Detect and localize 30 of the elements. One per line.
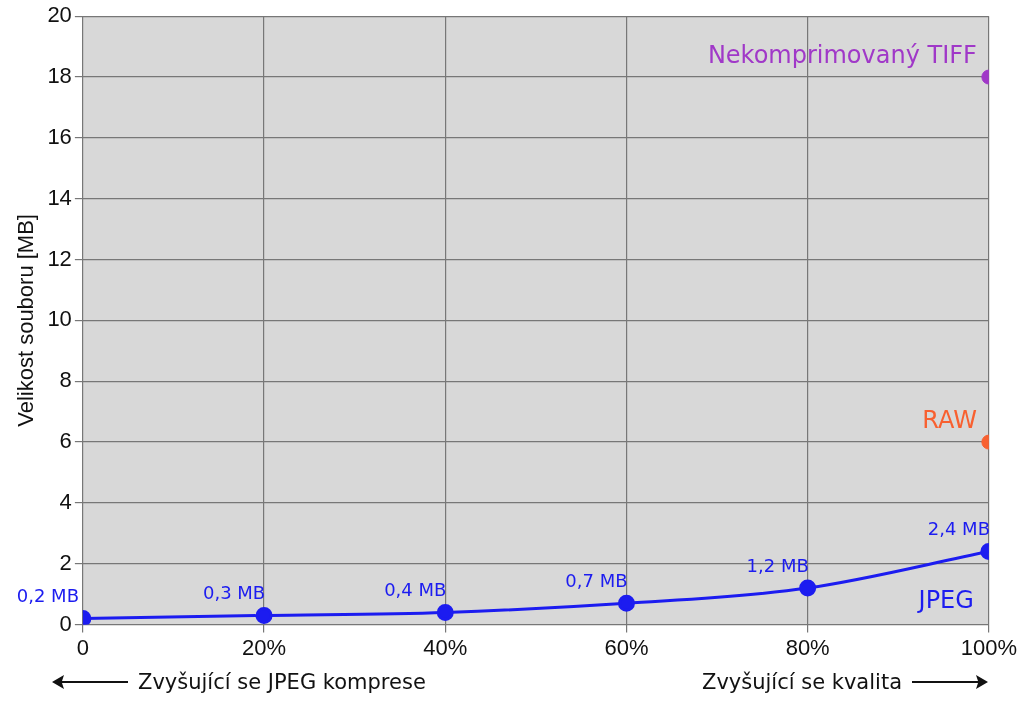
y-tick-label: 6 xyxy=(59,428,72,454)
y-tick-label: 14 xyxy=(47,184,72,210)
y-tick-label: 18 xyxy=(47,63,72,89)
y-tick-label: 10 xyxy=(47,306,72,332)
data-label: 2,4 MB xyxy=(927,518,990,540)
y-tick-label: 16 xyxy=(47,123,72,149)
series-label: RAW xyxy=(922,406,977,435)
text: Zvyšující se JPEG komprese xyxy=(138,670,426,694)
y-tick-label: 12 xyxy=(47,245,72,271)
data-label: 1,2 MB xyxy=(746,554,809,576)
data-label: 0,3 MB xyxy=(202,582,266,604)
point xyxy=(617,594,635,612)
series-label: JPEG xyxy=(916,585,974,614)
x-tick-label: 20% xyxy=(242,634,287,660)
y-tick-label: 4 xyxy=(59,488,72,514)
data-label: 0,4 MB xyxy=(384,579,447,601)
text: Zvyšující se kvalita xyxy=(702,670,902,694)
y-tick-label: 2 xyxy=(59,549,72,575)
point xyxy=(436,603,454,621)
y-tick-label: 0 xyxy=(59,610,72,636)
x-tick-label: 60% xyxy=(604,634,649,660)
x-tick-label: 100% xyxy=(960,634,1018,660)
data-label: 0,2 MB xyxy=(16,585,79,607)
x-tick-label: 40% xyxy=(423,634,468,660)
y-axis-title: Velikost souboru [MB] xyxy=(13,214,39,427)
x-tick-label: 80% xyxy=(785,634,830,660)
x-tick-label: 0 xyxy=(76,634,89,660)
data-label: 0,7 MB xyxy=(565,569,628,591)
y-tick-label: 8 xyxy=(59,367,72,393)
y-tick-label: 20 xyxy=(47,2,72,28)
